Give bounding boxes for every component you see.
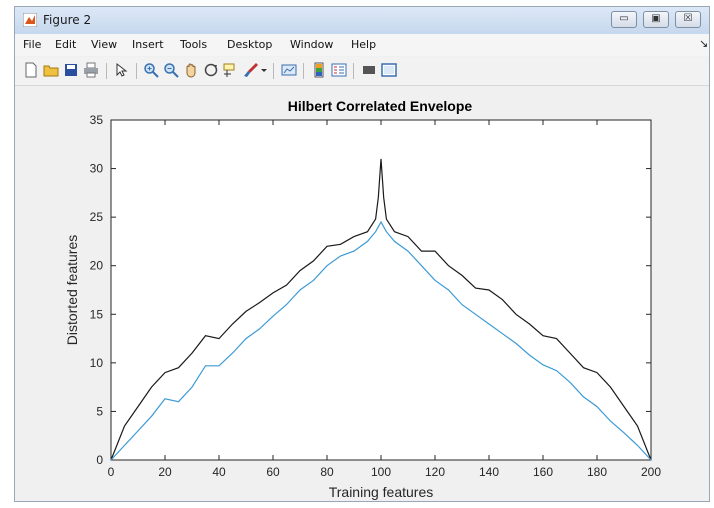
menu-file[interactable]: File — [23, 38, 42, 51]
menu-view[interactable]: View — [91, 38, 118, 51]
x-tick-label: 120 — [425, 465, 445, 479]
zoom-in-icon[interactable] — [143, 62, 159, 78]
menu-help[interactable]: Help — [351, 38, 377, 51]
axes-box[interactable] — [110, 119, 652, 461]
toolbar — [15, 57, 709, 86]
maximize-button[interactable]: ▣ — [643, 11, 669, 28]
series-line-1[interactable] — [110, 158, 652, 461]
y-tick-label: 30 — [90, 162, 104, 176]
brush-dropdown-icon[interactable] — [260, 62, 268, 78]
menu-insert[interactable]: Insert — [132, 38, 164, 51]
toolbar-separator — [136, 63, 137, 79]
brush-icon[interactable] — [243, 62, 259, 78]
show-plot-tools-icon[interactable] — [381, 62, 397, 78]
x-tick-label: 160 — [533, 465, 553, 479]
x-tick-label: 140 — [479, 465, 499, 479]
y-tick-label: 10 — [90, 356, 104, 370]
x-tick-label: 60 — [266, 465, 280, 479]
rotate-3d-icon[interactable] — [203, 62, 219, 78]
new-figure-icon[interactable] — [23, 62, 39, 78]
series-line-2[interactable] — [110, 220, 652, 461]
x-axis-label: Training features — [329, 484, 434, 500]
x-tick-label: 180 — [587, 465, 607, 479]
toolbar-separator — [353, 63, 354, 79]
menu-edit[interactable]: Edit — [55, 38, 77, 51]
hide-plot-tools-icon[interactable] — [361, 62, 377, 78]
zoom-out-icon[interactable] — [163, 62, 179, 78]
line-chart[interactable]: Hilbert Correlated Envelope 0 20 40 60 80 100… — [15, 86, 709, 501]
x-tick-label: 20 — [158, 465, 172, 479]
toolbar-separator — [273, 63, 274, 79]
title-bar[interactable]: Figure 2 ▭ ▣ ☒ — [15, 7, 709, 34]
link-plot-icon[interactable] — [281, 62, 297, 78]
toolbar-separator — [106, 63, 107, 79]
pan-hand-icon[interactable] — [183, 62, 199, 78]
dock-arrow-icon[interactable]: ↘ — [699, 37, 709, 50]
y-tick-label: 25 — [90, 210, 104, 224]
y-tick-label: 0 — [96, 453, 103, 467]
menu-window[interactable]: Window — [290, 38, 334, 51]
x-tick-label: 40 — [212, 465, 226, 479]
matlab-icon — [23, 13, 37, 27]
y-tick-label: 5 — [96, 404, 103, 418]
y-tick-label: 20 — [90, 259, 104, 273]
open-file-icon[interactable] — [43, 62, 59, 78]
menu-desktop[interactable]: Desktop — [227, 38, 273, 51]
menu-tools[interactable]: Tools — [180, 38, 208, 51]
insert-legend-icon[interactable] — [331, 62, 347, 78]
x-tick-label: 80 — [320, 465, 334, 479]
figure-window: Figure 2 ▭ ▣ ☒ File Edit View Insert Too… — [14, 6, 710, 502]
x-tick-label: 0 — [108, 465, 115, 479]
window-title: Figure 2 — [43, 13, 92, 27]
x-tick-label: 200 — [641, 465, 661, 479]
edit-plot-pointer-icon[interactable] — [113, 62, 129, 78]
insert-colorbar-icon[interactable] — [311, 62, 327, 78]
y-axis-label: Distorted features — [64, 235, 80, 346]
menu-bar: File Edit View Insert Tools Desktop Wind… — [15, 34, 709, 56]
save-icon[interactable] — [63, 62, 79, 78]
x-tick-label: 100 — [371, 465, 391, 479]
print-icon[interactable] — [83, 62, 99, 78]
plot-area: Hilbert Correlated Envelope 0 20 40 60 80 100… — [15, 86, 709, 501]
data-cursor-icon[interactable] — [223, 62, 239, 78]
close-button[interactable]: ☒ — [675, 11, 701, 28]
minimize-button[interactable]: ▭ — [611, 11, 637, 28]
y-tick-label: 15 — [90, 307, 104, 321]
toolbar-separator — [303, 63, 304, 79]
chart-title: Hilbert Correlated Envelope — [288, 98, 473, 114]
y-tick-label: 35 — [90, 113, 104, 127]
